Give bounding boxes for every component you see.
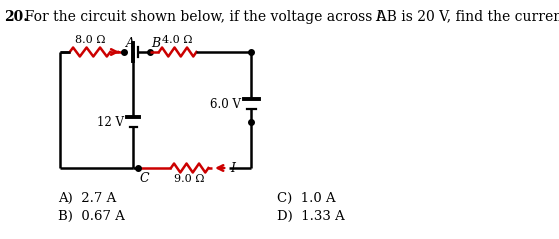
- Text: C: C: [139, 172, 149, 185]
- Text: 12 V: 12 V: [97, 115, 125, 129]
- Text: B)  0.67 A: B) 0.67 A: [59, 210, 125, 223]
- Text: A)  2.7 A: A) 2.7 A: [59, 192, 117, 205]
- Text: B: B: [151, 37, 160, 50]
- Text: 4.0 Ω: 4.0 Ω: [163, 34, 193, 44]
- Text: For the circuit shown below, if the voltage across AB is 20 V, find the current: For the circuit shown below, if the volt…: [17, 10, 559, 24]
- Text: I: I: [230, 162, 235, 174]
- Text: .: .: [381, 10, 385, 24]
- Text: D)  1.33 A: D) 1.33 A: [277, 210, 345, 223]
- Text: 6.0 V: 6.0 V: [210, 98, 240, 110]
- Text: 9.0 Ω: 9.0 Ω: [174, 174, 205, 185]
- Text: C)  1.0 A: C) 1.0 A: [277, 192, 336, 205]
- Text: I: I: [375, 10, 380, 24]
- Text: 20.: 20.: [4, 10, 28, 24]
- Text: A: A: [126, 37, 135, 50]
- Text: 8.0 Ω: 8.0 Ω: [75, 34, 105, 44]
